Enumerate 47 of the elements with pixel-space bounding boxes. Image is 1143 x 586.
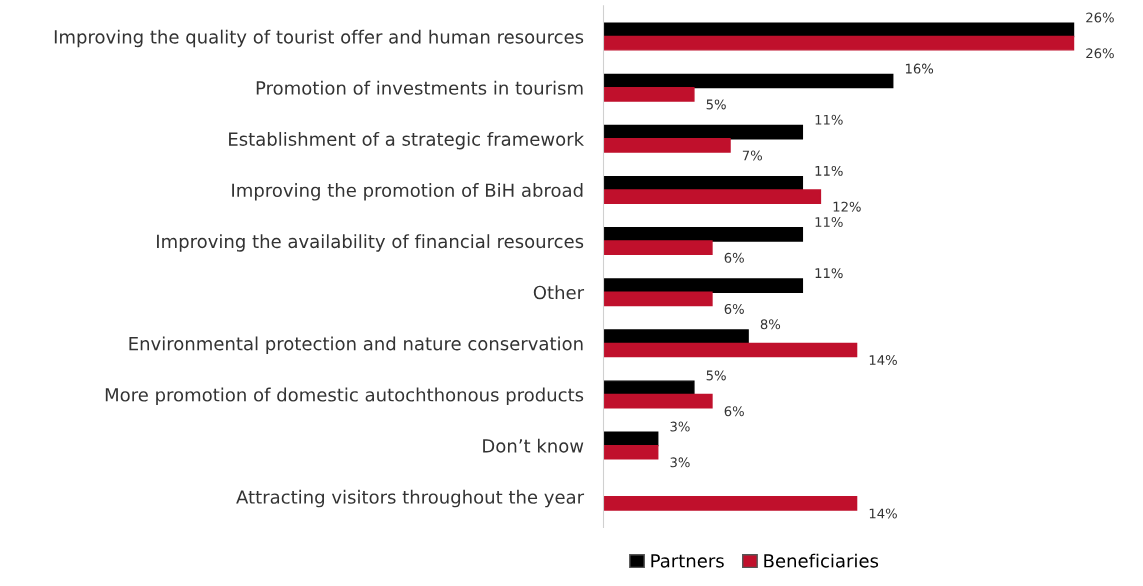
- bar: [603, 86, 695, 102]
- data-label: 12%: [833, 201, 861, 212]
- data-label: 14%: [869, 355, 897, 366]
- bar: [603, 291, 713, 307]
- y-tick-label: Attracting visitors throughout the year: [236, 489, 585, 508]
- data-label: 3%: [670, 457, 690, 468]
- data-label: 11%: [815, 268, 843, 279]
- data-label: 5%: [706, 370, 726, 381]
- bar: [603, 227, 804, 242]
- data-label: 7%: [742, 150, 762, 161]
- bar: [603, 342, 858, 358]
- bar: [603, 444, 659, 460]
- y-tick-label: More promotion of domestic autochthonous products: [105, 387, 584, 406]
- bar: [603, 124, 804, 140]
- data-label: 5%: [706, 99, 726, 110]
- data-label: 26%: [1086, 48, 1114, 59]
- bar: [603, 329, 749, 345]
- y-tick-label: Establishment of a strategic framework: [229, 131, 585, 150]
- data-label: 11%: [815, 165, 843, 176]
- bar: [603, 278, 804, 293]
- data-label: 8%: [760, 319, 781, 330]
- y-tick-label: Environmental protection and nature conservation: [129, 336, 583, 354]
- legend-label: Partners: [651, 554, 724, 568]
- bar: [603, 73, 894, 89]
- bar: [603, 380, 695, 396]
- bar: [603, 496, 858, 511]
- bar: [603, 393, 713, 409]
- bar: [603, 138, 731, 153]
- data-label: 26%: [1086, 12, 1114, 23]
- bar: [603, 189, 822, 204]
- data-label: 11%: [815, 217, 843, 227]
- data-label: 16%: [905, 63, 934, 74]
- y-tick-label: Improving the availability of financial resources: [157, 234, 584, 252]
- data-label: 6%: [724, 252, 744, 263]
- y-tick-label: Promotion of investments in tourism: [256, 80, 583, 95]
- data-label: 11%: [815, 114, 843, 125]
- data-label: 14%: [869, 508, 897, 519]
- y-tick-label: Improving the quality of tourist offer and human resources: [54, 29, 584, 48]
- bar: [603, 35, 1075, 51]
- y-tick-label: Other: [533, 285, 585, 300]
- bar: [603, 240, 713, 256]
- y-tick-label: Don’t know: [483, 438, 584, 453]
- data-label: 3%: [670, 421, 690, 432]
- legend-label: Beneficiaries: [764, 553, 879, 568]
- data-label: 6%: [724, 303, 744, 314]
- data-label: 6%: [724, 406, 744, 417]
- y-tick-label: Improving the promotion of BiH abroad: [232, 183, 583, 201]
